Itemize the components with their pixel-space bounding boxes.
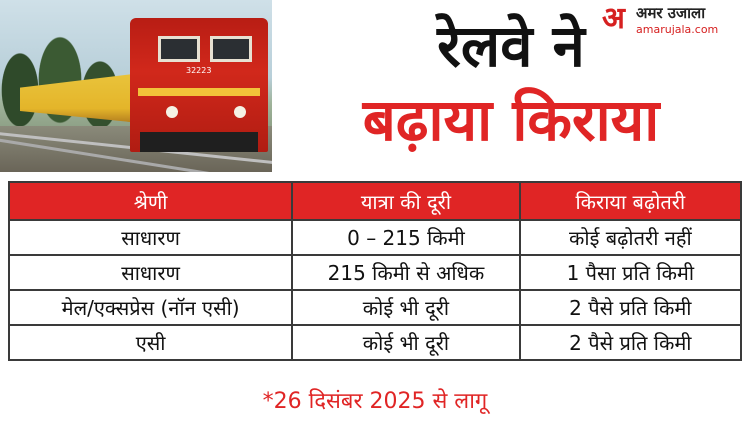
table-header-row: श्रेणी यात्रा की दूरी किराया बढ़ोतरी [7, 181, 743, 221]
cell-category: साधारण [7, 219, 294, 256]
cell-distance: कोई भी दूरी [291, 289, 521, 326]
cell-fare-hike: 2 पैसे प्रति किमी [518, 324, 743, 361]
locomotive-number: 32223 [186, 66, 212, 75]
cell-category: मेल/एक्सप्रेस (नॉन एसी) [7, 289, 294, 326]
header-fare-hike: किराया बढ़ोतरी [518, 181, 743, 221]
cell-fare-hike: 1 पैसा प्रति किमी [518, 254, 743, 291]
table-row: साधारण 0 – 215 किमी कोई बढ़ोतरी नहीं [7, 219, 743, 256]
cell-fare-hike: कोई बढ़ोतरी नहीं [518, 219, 743, 256]
loco-window [210, 36, 252, 62]
header-distance: यात्रा की दूरी [291, 181, 521, 221]
table-row: साधारण 215 किमी से अधिक 1 पैसा प्रति किम… [7, 254, 743, 291]
table-row: मेल/एक्सप्रेस (नॉन एसी) कोई भी दूरी 2 पै… [7, 289, 743, 326]
headline: रेलवे ने बढ़ाया किराया [272, 6, 750, 166]
cell-fare-hike: 2 पैसे प्रति किमी [518, 289, 743, 326]
logo-name: अमर उजाला [636, 4, 706, 22]
locomotive: 32223 [130, 18, 268, 152]
cell-category: एसी [7, 324, 294, 361]
cell-category: साधारण [7, 254, 294, 291]
cell-distance: 215 किमी से अधिक [291, 254, 521, 291]
fare-hike-table: श्रेणी यात्रा की दूरी किराया बढ़ोतरी साध… [7, 181, 743, 361]
headline-line-1: रेलवे ने [437, 12, 585, 80]
loco-bogie [140, 132, 258, 152]
effective-date-note: *26 दिसंबर 2025 से लागू [262, 389, 488, 414]
headlamp [234, 106, 246, 118]
train-photo: 32223 [0, 0, 272, 172]
cell-distance: कोई भी दूरी [291, 324, 521, 361]
table-row: एसी कोई भी दूरी 2 पैसे प्रति किमी [7, 324, 743, 361]
logo-url: amarujala.com [636, 23, 719, 36]
loco-window [158, 36, 200, 62]
loco-stripe [138, 88, 260, 96]
logo-glyph: अ [602, 1, 625, 36]
headline-line-2: बढ़ाया किराया [362, 86, 660, 154]
header-category: श्रेणी [7, 181, 294, 221]
amarujala-logo[interactable]: अ अमर उजाला amarujala.com [602, 4, 742, 40]
headlamp [166, 106, 178, 118]
cell-distance: 0 – 215 किमी [291, 219, 521, 256]
